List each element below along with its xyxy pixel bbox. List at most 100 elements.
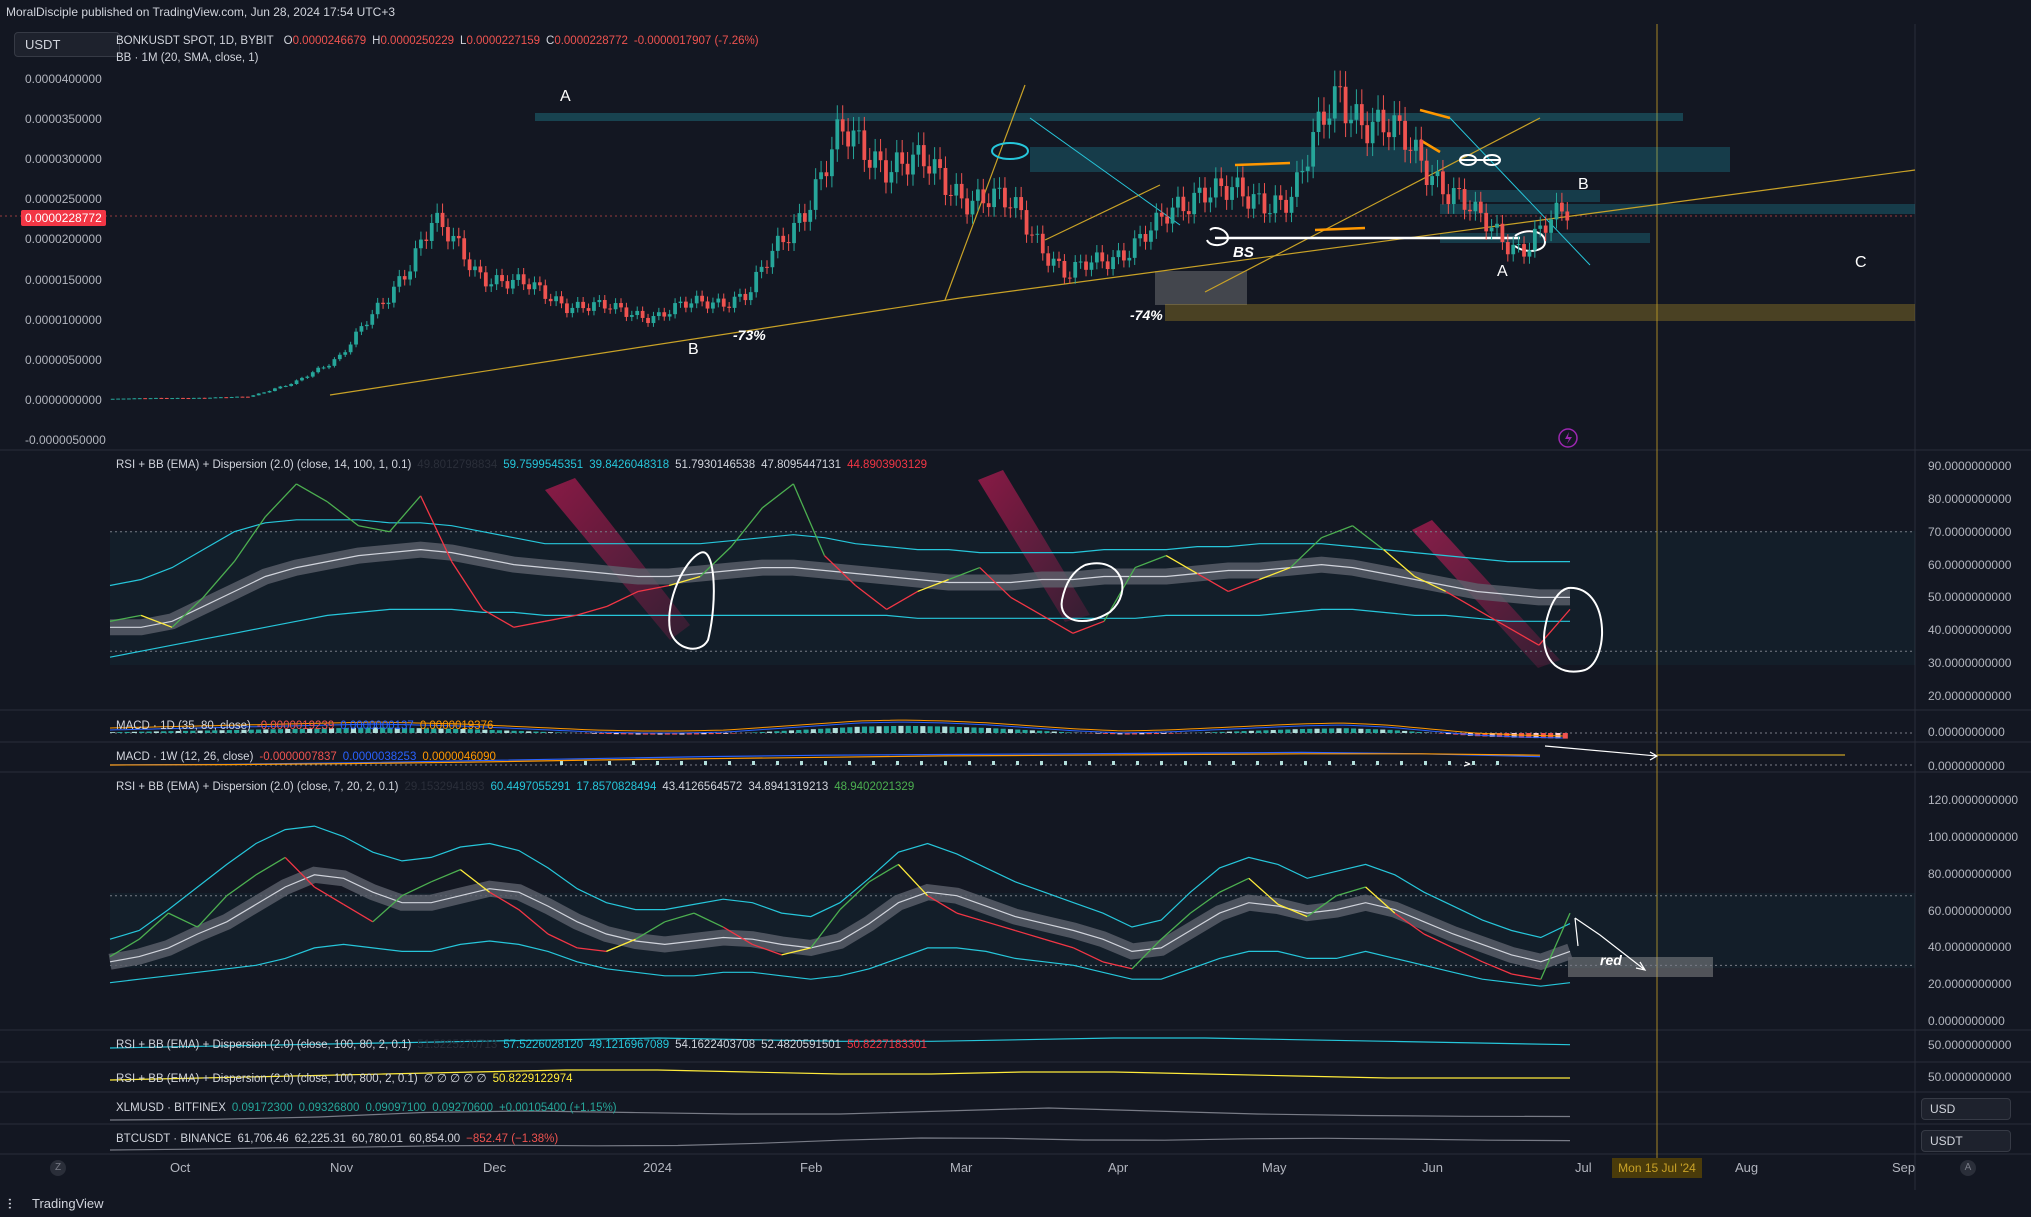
rsi4-legend[interactable]: RSI + BB (EMA) + Dispersion (2.0) (close… <box>116 1071 579 1085</box>
candle <box>510 279 515 289</box>
lightning-icon[interactable] <box>1558 428 1578 448</box>
macd1-bar <box>650 733 656 735</box>
macd1-bar <box>248 729 254 733</box>
candle <box>819 172 823 180</box>
macd1-bar <box>526 731 532 733</box>
macd1-bar <box>1307 728 1313 733</box>
candle <box>565 303 569 314</box>
btc-currency-badge[interactable]: USDT <box>1921 1130 2011 1152</box>
rsi1-rsi-segment <box>1352 525 1385 551</box>
auto-scale-button[interactable]: A <box>1960 1160 1976 1176</box>
candle <box>132 398 137 400</box>
candle <box>245 396 250 398</box>
support-zone-yellow <box>1165 304 1915 321</box>
macd2-legend[interactable]: MACD · 1W (12, 26, close) -0.0000007837 0.… <box>116 751 502 763</box>
currency-button[interactable]: USDT <box>14 32 120 57</box>
candle <box>1176 196 1180 208</box>
macd1-bar <box>934 726 941 733</box>
candle <box>829 149 834 177</box>
rsi1-tick: 40.0000000000 <box>1928 623 2012 638</box>
macd1-bar <box>891 726 897 733</box>
candle <box>1354 104 1359 120</box>
macd1-bar <box>715 733 722 734</box>
rsi3-value: 54.1622403708 <box>675 1039 756 1051</box>
trendline <box>959 169 1916 299</box>
rsi1-rsi-segment <box>171 596 204 628</box>
macd2-bar <box>1352 761 1355 765</box>
candle <box>1035 233 1040 235</box>
macd2-bar <box>920 761 923 765</box>
macd1-bar <box>788 730 795 733</box>
macd1-bar <box>971 727 977 733</box>
candle <box>846 131 851 147</box>
macd1-bar <box>277 729 284 733</box>
macd1-bar <box>1497 733 1503 738</box>
label-bs: BS <box>1233 244 1254 261</box>
candle <box>1278 195 1283 200</box>
candle <box>667 314 672 317</box>
candle <box>1127 257 1132 261</box>
candle <box>851 130 856 147</box>
macd1-bar <box>1132 733 1138 735</box>
rsi1-rsi-segment <box>1445 590 1478 610</box>
price-tick: -0.0000050000 <box>25 432 106 447</box>
macd1-histogram <box>109 719 1915 739</box>
rsi2-rsi-segment <box>664 912 695 923</box>
candle <box>624 307 629 317</box>
footer-brand[interactable]: TradingView <box>32 1196 104 1211</box>
btc-change: −852.47 (−1.38%) <box>466 1133 559 1145</box>
rsi3-value: 52.4820591501 <box>761 1039 842 1051</box>
rsi1-rsi-segment <box>730 507 763 548</box>
rsi1-rsi-segment <box>296 483 328 503</box>
macd1-bar <box>1226 731 1233 733</box>
candle <box>419 239 423 249</box>
candle <box>1008 207 1013 209</box>
circle-mark <box>668 551 715 650</box>
candle <box>127 398 131 400</box>
xlm-legend[interactable]: XLMUSD · BITFINEX 0.09172300 0.09326800 0.0… <box>116 1102 623 1114</box>
macd1-bar <box>1248 730 1254 733</box>
rsi1-legend[interactable]: RSI + BB (EMA) + Dispersion (2.0) (close… <box>116 459 933 471</box>
xlm-value: 0.09172300 <box>231 1102 293 1114</box>
rsi2-value: 43.4126564572 <box>662 781 743 793</box>
macd1-legend[interactable]: MACD · 1D (35, 80, close) -0.0000019239 0.… <box>116 720 499 732</box>
macd1-bar <box>1285 729 1291 733</box>
candle <box>1495 223 1499 228</box>
rsi3-legend[interactable]: RSI + BB (EMA) + Dispersion (2.0) (close… <box>116 1039 933 1051</box>
candle <box>1559 202 1564 212</box>
bb-legend[interactable]: BB · 1M (20, SMA, close, 1) <box>116 52 259 64</box>
xlm-currency-badge[interactable]: USD <box>1921 1098 2011 1120</box>
macd1-bar <box>489 729 495 733</box>
rsi2-rsi-segment <box>1365 886 1396 914</box>
candle <box>1554 202 1559 220</box>
rsi1-rsi-segment <box>513 620 546 628</box>
rsi1-value: 39.8426048318 <box>589 459 670 471</box>
trendline <box>1419 138 1441 154</box>
macd1-bar <box>146 731 152 733</box>
arrow-mark <box>1544 745 1659 761</box>
candle <box>921 145 926 167</box>
rsi1-rsi-segment <box>1041 614 1074 634</box>
macd2-bar <box>1016 761 1019 765</box>
xlm-value: 0.09097100 <box>365 1102 427 1114</box>
macd1-bar <box>1409 731 1415 733</box>
candle <box>619 303 623 308</box>
macd1-bar <box>986 728 992 733</box>
rsi2-legend[interactable]: RSI + BB (EMA) + Dispersion (2.0) (close… <box>116 781 920 793</box>
macd1-bar <box>898 725 904 733</box>
rsi1-rsi-segment <box>358 525 390 533</box>
rsi1-basis-line <box>110 548 1570 628</box>
rsi2-value: 17.8570828494 <box>576 781 657 793</box>
rsi1-value: 49.8012798834 <box>417 459 498 471</box>
candle <box>748 292 753 301</box>
btc-legend[interactable]: BTCUSDT · BINANCE 61,706.46 62,225.31 60,78… <box>116 1133 564 1145</box>
candle <box>927 166 932 174</box>
candle <box>1386 132 1391 138</box>
candle <box>954 183 959 196</box>
zoom-left-button[interactable]: Z <box>50 1160 66 1176</box>
symbol-name[interactable]: BONKUSDT SPOT, 1D, BYBIT <box>116 35 274 47</box>
macd2-bar <box>896 761 899 765</box>
rsi1-rsi-segment <box>824 555 856 586</box>
macd1-bar <box>1219 731 1225 733</box>
